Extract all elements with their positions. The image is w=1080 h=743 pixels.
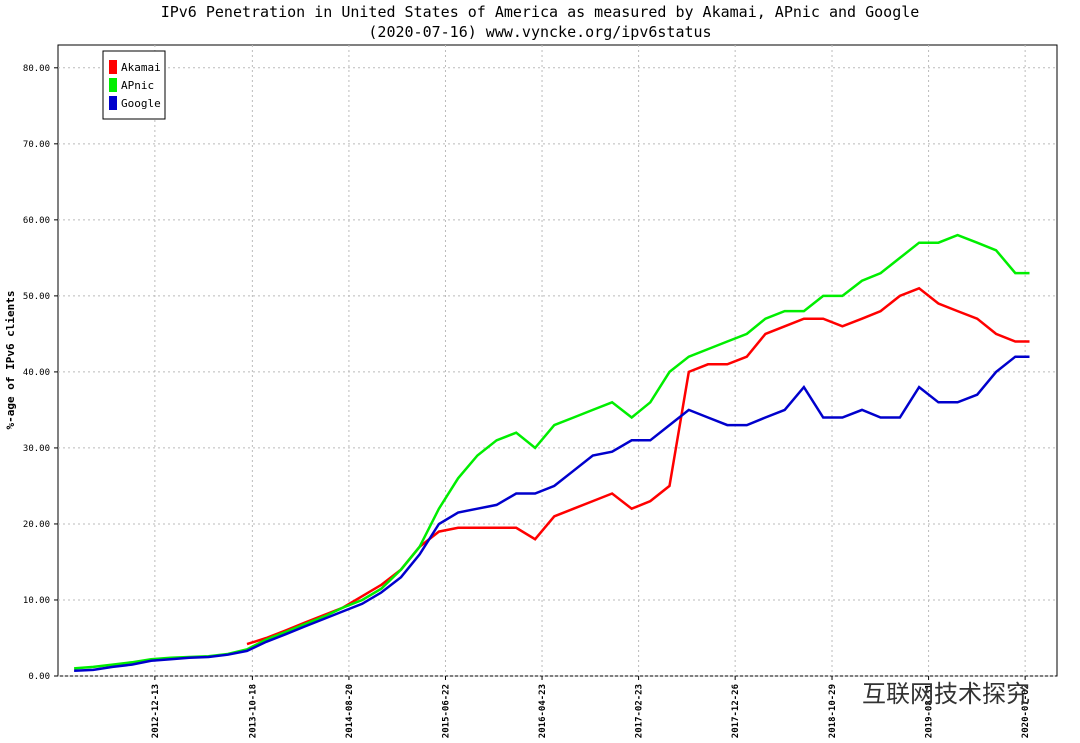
x-tick-label: 2017-12-26	[731, 684, 741, 738]
y-tick-label: 0.00	[28, 672, 50, 682]
x-tick-label: 2014-08-20	[345, 684, 355, 738]
y-tick-label: 70.00	[23, 140, 50, 150]
y-tick-label: 80.00	[23, 64, 50, 74]
x-tick-label: 2018-10-29	[828, 684, 838, 738]
y-tick-label: 30.00	[23, 444, 50, 454]
x-tick-label: 2012-12-13	[151, 684, 161, 738]
y-tick-label: 60.00	[23, 216, 50, 226]
legend-swatch	[109, 96, 117, 110]
series-line	[74, 233, 1030, 670]
legend-label: APnic	[121, 79, 154, 92]
chart-subtitle: (2020-07-16) www.vyncke.org/ipv6status	[368, 23, 711, 41]
x-tick-label: 2016-04-23	[538, 684, 548, 738]
legend: Akamai APnic Google	[102, 50, 166, 120]
legend-swatch	[109, 60, 117, 74]
legend-label: Google	[121, 97, 161, 110]
plot-frame	[57, 44, 1058, 677]
x-tick-label: 2015-06-22	[441, 684, 451, 738]
legend-label: Akamai	[121, 61, 161, 74]
series-line	[246, 286, 1030, 646]
chart-title: IPv6 Penetration in United States of Ame…	[161, 3, 920, 21]
series-line	[74, 355, 1030, 672]
series-group	[74, 233, 1030, 672]
watermark: 互联网技术探究	[862, 680, 1030, 708]
y-tick-label: 20.00	[23, 520, 50, 530]
legend-swatch	[109, 78, 117, 92]
y-axis-label: %-age of IPv6 clients	[4, 290, 17, 429]
x-tick-label: 2017-02-23	[635, 684, 645, 738]
y-tick-label: 40.00	[23, 368, 50, 378]
grid	[58, 45, 1057, 677]
y-tick-label: 10.00	[23, 596, 50, 606]
y-tick-label: 50.00	[23, 292, 50, 302]
x-tick-label: 2013-10-18	[248, 684, 258, 738]
ticks: 0.00 10.00 20.00 30.00 40.00 50.00 60.00 70.00 8…	[23, 64, 1031, 738]
x-tick-label: 2019-08-31	[925, 684, 935, 738]
x-tick-label: 2020-07-02	[1021, 684, 1031, 738]
